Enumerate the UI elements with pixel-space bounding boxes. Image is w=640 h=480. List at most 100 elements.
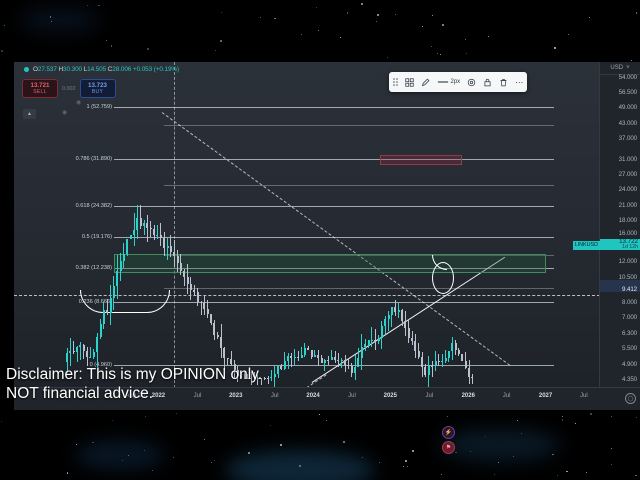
candle (300, 354, 303, 358)
chevron-down-icon: ˅ (626, 65, 630, 71)
letterbox-bottom (0, 410, 640, 480)
eye-icon[interactable]: ◉ (76, 100, 82, 106)
line-style-icon[interactable]: 2px (437, 79, 460, 85)
star (387, 56, 388, 58)
price-tick: 54.000 (618, 73, 637, 81)
flag-badge[interactable]: ⚑ (442, 441, 455, 454)
candle-wick (227, 357, 229, 365)
candle (387, 315, 390, 319)
currency-label: USD (610, 65, 624, 71)
time-tick: Jul (348, 393, 356, 399)
candle-wick (83, 343, 85, 360)
fib-level-line (114, 237, 554, 238)
candle (116, 271, 119, 287)
drawing-toolbar[interactable]: 2px ⋯ (389, 72, 528, 92)
star (412, 450, 414, 452)
candle (250, 378, 253, 379)
price-scale[interactable]: USD ˅ 54.000 56.500 49.000 43.000 37.000 31.0… (599, 62, 640, 410)
buy-button[interactable]: 13.723 BUY (79, 79, 116, 98)
candle (156, 234, 159, 236)
candle (404, 320, 407, 328)
star (561, 415, 563, 417)
candle (337, 360, 340, 362)
time-tick: 2024 (306, 393, 320, 399)
sell-button[interactable]: 13.721 SELL (22, 79, 58, 98)
candle (183, 270, 186, 277)
candle (149, 228, 152, 230)
fib-level-label: 1 (52.759) (86, 104, 113, 110)
trading-chart-window[interactable]: 1 (52.759) 0.786 (31.890) 0.618 (24.382) 0.… (14, 62, 640, 410)
star (561, 419, 564, 421)
buy-price: 13.723 (88, 81, 107, 89)
star (440, 474, 442, 475)
candle (233, 364, 236, 370)
star (92, 442, 94, 444)
red-resistance-box[interactable] (380, 155, 462, 165)
candle (323, 359, 326, 363)
crosshair-horizontal (14, 295, 600, 296)
chart-plot-area[interactable]: 1 (52.759) 0.786 (31.890) 0.618 (24.382) 0.… (14, 62, 600, 388)
star (493, 474, 495, 476)
candle (119, 260, 122, 272)
candle (267, 378, 269, 379)
star (274, 17, 276, 20)
pencil-color-icon[interactable] (421, 78, 430, 87)
candle (243, 378, 246, 379)
green-support-box[interactable] (114, 254, 546, 273)
candle (153, 228, 156, 236)
time-scale[interactable]: ◯ Aug '21 2022 Jul 2023 Jul 2024 Jul 2025 Jul 202… (14, 387, 640, 410)
alert-badge[interactable]: ⚡ (442, 426, 455, 439)
star (566, 470, 568, 473)
star (361, 456, 363, 458)
eye-icon[interactable]: ◉ (62, 110, 68, 116)
star (446, 415, 449, 417)
candle (143, 222, 146, 226)
drag-grip-icon[interactable] (393, 78, 398, 86)
candle (303, 347, 306, 355)
time-tick: 2026 (461, 393, 475, 399)
candle-wick (368, 339, 369, 349)
star (325, 420, 327, 421)
trade-panel[interactable]: 13.721 SELL 0.002 13.723 BUY (22, 79, 116, 98)
star (110, 45, 112, 47)
candle (82, 345, 85, 351)
star (3, 24, 5, 26)
chart-badges[interactable]: ⚡ ⚑ (442, 426, 455, 454)
candle-wick (200, 300, 202, 316)
star (259, 17, 261, 18)
collapse-pane-button[interactable]: ▲ (23, 109, 36, 119)
fib-level-label: 0.5 (19.176) (81, 234, 112, 240)
star (280, 444, 283, 446)
candle (397, 310, 400, 312)
disclaimer-overlay: Disclaimer: This is my OPINION only. NOT… (6, 365, 262, 403)
candle (166, 245, 169, 249)
candle-wick (270, 369, 272, 381)
candle (102, 309, 105, 325)
settings-gear-icon[interactable] (467, 78, 476, 87)
disclaimer-line-2: NOT financial advice. (6, 385, 154, 402)
candle (109, 298, 112, 313)
lock-icon[interactable] (483, 78, 492, 87)
star (147, 48, 150, 51)
candle (350, 366, 353, 373)
candle-wick (140, 205, 142, 229)
star (611, 448, 613, 450)
candle (193, 290, 196, 292)
price-tick: 56.500 (618, 89, 637, 96)
candle-wick (73, 341, 75, 355)
time-tick: Jul (580, 393, 588, 399)
trash-icon[interactable] (499, 78, 508, 87)
more-horizontal-icon[interactable]: ⋯ (515, 77, 524, 87)
candle-wick (431, 360, 433, 378)
candle (394, 307, 397, 312)
currency-selector[interactable]: USD ˅ (600, 62, 640, 75)
star (406, 465, 408, 467)
price-tick: 37.000 (618, 135, 637, 143)
spread-value: 0.002 (62, 85, 76, 92)
candle (263, 378, 266, 379)
candle (313, 355, 316, 357)
clock-icon[interactable]: ◯ (625, 393, 636, 404)
bar-countdown: 1d 12h (622, 243, 638, 250)
drawing-template-icon[interactable] (404, 77, 414, 87)
candle (471, 376, 474, 378)
